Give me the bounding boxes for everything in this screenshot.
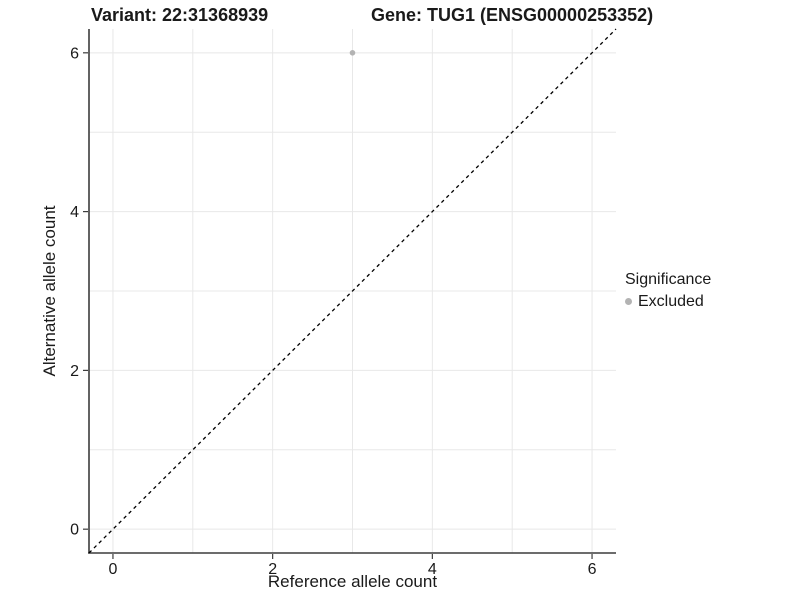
legend-entry-label: Excluded (638, 293, 704, 310)
y-axis-label: Alternative allele count (40, 205, 59, 377)
x-tick-label: 2 (268, 561, 277, 578)
gene-title: Gene: TUG1 (ENSG00000253352) (371, 5, 654, 25)
identity-line (88, 28, 617, 554)
variant-title: Variant: 22:31368939 (91, 5, 269, 25)
y-tick-label: 0 (70, 522, 79, 539)
legend: Significance Excluded (625, 271, 711, 311)
legend-entry-excluded: Excluded (625, 292, 711, 311)
y-tick-label: 2 (70, 363, 79, 380)
x-axis-label: Reference allele count (267, 572, 438, 591)
legend-title: Significance (625, 271, 712, 288)
excluded-point-swatch (625, 298, 632, 305)
x-tick-label: 6 (588, 561, 597, 578)
y-tick-label: 6 (70, 45, 79, 62)
data-point (349, 50, 356, 56)
x-tick-label: 4 (428, 561, 437, 578)
x-tick-label: 0 (109, 561, 118, 578)
y-tick-label: 4 (70, 204, 79, 221)
